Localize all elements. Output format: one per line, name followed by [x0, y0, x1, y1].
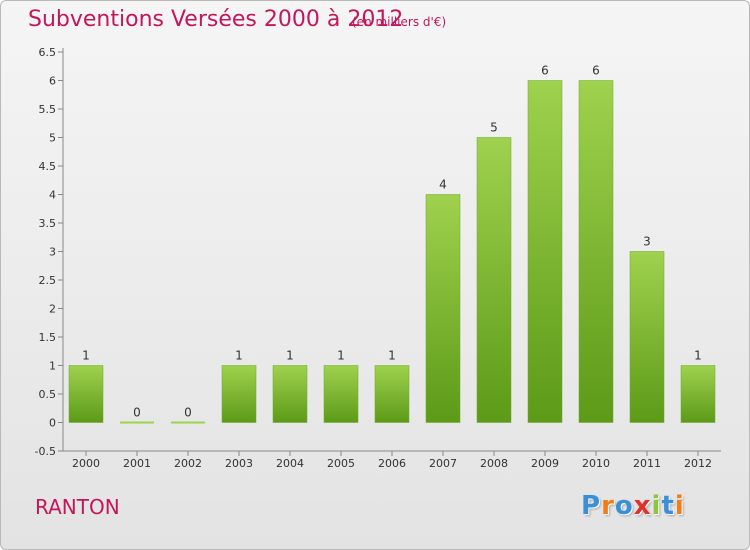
- bar-data-label: 4: [439, 178, 447, 192]
- bar: [629, 251, 665, 423]
- bar: [221, 365, 257, 423]
- y-tick-label: 5.5: [39, 103, 57, 116]
- y-tick-label: -0.5: [35, 445, 56, 458]
- x-tick-label: 2000: [72, 457, 100, 470]
- chart-title: Subventions Versées 2000 à 2012: [28, 7, 404, 32]
- y-tick-label: 4.5: [39, 160, 57, 173]
- bar: [680, 365, 716, 423]
- y-tick-label: 4: [49, 189, 56, 202]
- x-tick-label: 2006: [378, 457, 406, 470]
- bar-data-label: 0: [184, 406, 192, 420]
- x-tick-label: 2012: [684, 457, 712, 470]
- x-tick-label: 2003: [225, 457, 253, 470]
- bar-data-label: 6: [592, 64, 600, 78]
- bar-data-label: 0: [133, 406, 141, 420]
- y-tick-label: 1.5: [39, 331, 57, 344]
- logo-letter: r: [601, 491, 615, 521]
- logo-letter: P: [581, 491, 602, 521]
- x-tick-label: 2009: [531, 457, 559, 470]
- x-tick-label: 2001: [123, 457, 151, 470]
- bar-data-label: 6: [541, 64, 549, 78]
- y-tick-label: 0: [49, 417, 56, 430]
- y-tick-label: 0.5: [39, 388, 57, 401]
- y-tick-label: 5: [49, 132, 56, 145]
- x-tick-label: 2002: [174, 457, 202, 470]
- logo-letter: i: [674, 491, 685, 521]
- chart-subtitle: (en milliers d'€): [352, 15, 447, 29]
- bar: [374, 365, 410, 423]
- bar-data-label: 1: [388, 349, 396, 363]
- x-tick-label: 2010: [582, 457, 610, 470]
- y-tick-label: 2: [49, 303, 56, 316]
- x-tick-label: 2011: [633, 457, 661, 470]
- y-tick-label: 6.5: [39, 46, 57, 59]
- y-tick-label: 3.5: [39, 217, 57, 230]
- bar: [476, 137, 512, 423]
- x-tick-label: 2008: [480, 457, 508, 470]
- bar-data-label: 1: [337, 349, 345, 363]
- x-tick-label: 2004: [276, 457, 304, 470]
- logo-letter: o: [614, 491, 634, 521]
- bar-data-label: 1: [694, 349, 702, 363]
- y-tick-label: 2.5: [39, 274, 57, 287]
- bar: [68, 365, 104, 423]
- x-tick-label: 2007: [429, 457, 457, 470]
- y-tick-label: 3: [49, 246, 56, 259]
- bar: [323, 365, 359, 423]
- proxiti-logo: Proxiti: [581, 491, 685, 521]
- y-tick-label: 6: [49, 75, 56, 88]
- bar-data-label: 3: [643, 235, 651, 249]
- bar: [120, 421, 154, 424]
- bar-data-label: 1: [286, 349, 294, 363]
- bar: [527, 80, 563, 423]
- logo-letter: t: [661, 491, 675, 521]
- commune-name: RANTON: [35, 495, 120, 519]
- bar-data-label: 1: [235, 349, 243, 363]
- bar: [425, 194, 461, 423]
- bar: [272, 365, 308, 423]
- bar: [578, 80, 614, 423]
- bar-data-label: 5: [490, 121, 498, 135]
- x-tick-label: 2005: [327, 457, 355, 470]
- logo-letter: x: [633, 491, 652, 521]
- logo-letter: i: [651, 491, 662, 521]
- bar: [171, 421, 205, 424]
- y-tick-label: 1: [49, 360, 56, 373]
- bar-data-label: 1: [82, 349, 90, 363]
